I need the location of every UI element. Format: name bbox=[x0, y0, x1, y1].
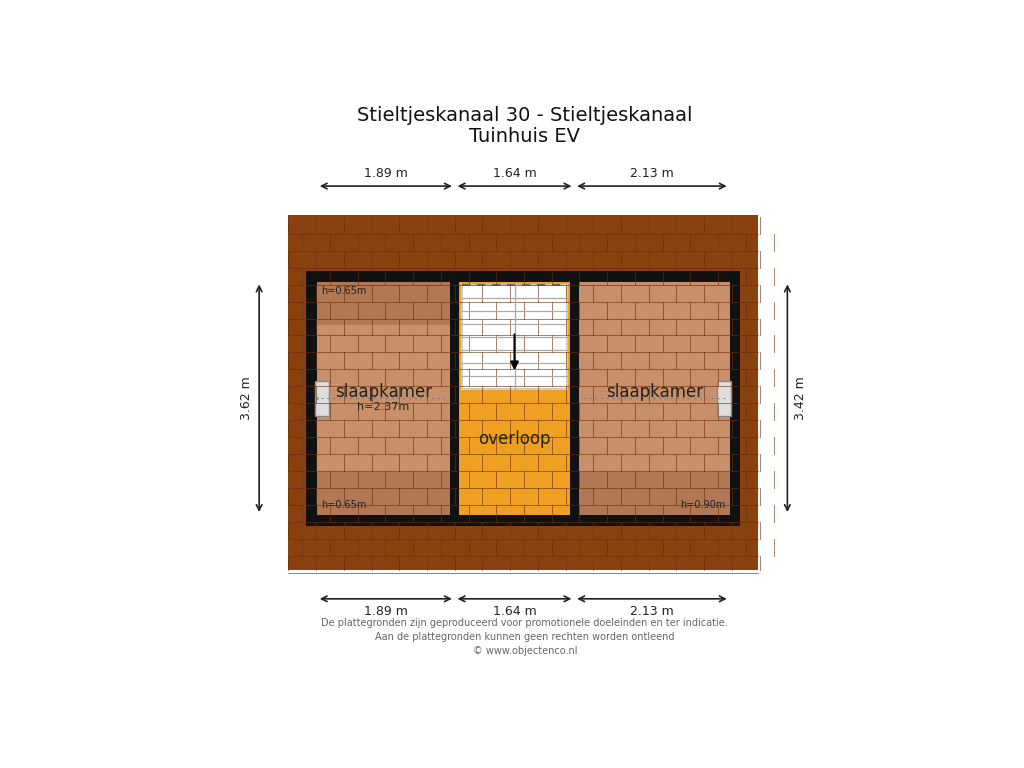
Text: slaapkamer: slaapkamer bbox=[335, 383, 432, 401]
Bar bbox=[316, 282, 451, 325]
Text: 1.64 m: 1.64 m bbox=[493, 605, 537, 618]
Text: h=2.37m: h=2.37m bbox=[357, 402, 410, 412]
Text: slaapkamer: slaapkamer bbox=[606, 383, 702, 401]
Text: 1.89 m: 1.89 m bbox=[364, 605, 408, 618]
Text: 3.62 m: 3.62 m bbox=[240, 376, 253, 420]
Text: Tuinhuis EV: Tuinhuis EV bbox=[469, 127, 581, 147]
Bar bbox=[316, 282, 451, 515]
Text: overloop: overloop bbox=[478, 430, 551, 449]
Bar bbox=[579, 282, 730, 515]
Bar bbox=[569, 464, 579, 525]
Text: De plattegronden zijn geproduceerd voor promotionele doeleinden en ter indicatie: De plattegronden zijn geproduceerd voor … bbox=[322, 618, 728, 628]
Text: 3.42 m: 3.42 m bbox=[794, 376, 807, 420]
Text: 2.13 m: 2.13 m bbox=[630, 167, 674, 180]
Text: Aan de plattegronden kunnen geen rechten worden ontleend: Aan de plattegronden kunnen geen rechten… bbox=[375, 632, 675, 642]
Bar bbox=[316, 472, 451, 515]
Bar bbox=[579, 472, 730, 515]
Bar bbox=[463, 285, 566, 389]
Text: h=0.90m: h=0.90m bbox=[680, 500, 725, 510]
Bar bbox=[451, 271, 460, 525]
Bar bbox=[289, 215, 758, 570]
Text: 2.13 m: 2.13 m bbox=[630, 605, 674, 618]
Text: 1.64 m: 1.64 m bbox=[493, 167, 537, 180]
Bar bbox=[569, 271, 579, 417]
Bar bbox=[717, 381, 731, 415]
Text: © www.objectenco.nl: © www.objectenco.nl bbox=[472, 646, 578, 656]
Text: Stieltjeskanaal 30 - Stieltjeskanaal: Stieltjeskanaal 30 - Stieltjeskanaal bbox=[357, 106, 692, 124]
Text: 1.89 m: 1.89 m bbox=[364, 167, 408, 180]
Bar bbox=[460, 282, 569, 515]
Text: h=0.65m: h=0.65m bbox=[322, 286, 367, 296]
Bar bbox=[306, 271, 740, 525]
Bar bbox=[315, 381, 330, 415]
Text: h=0.65m: h=0.65m bbox=[322, 500, 367, 510]
